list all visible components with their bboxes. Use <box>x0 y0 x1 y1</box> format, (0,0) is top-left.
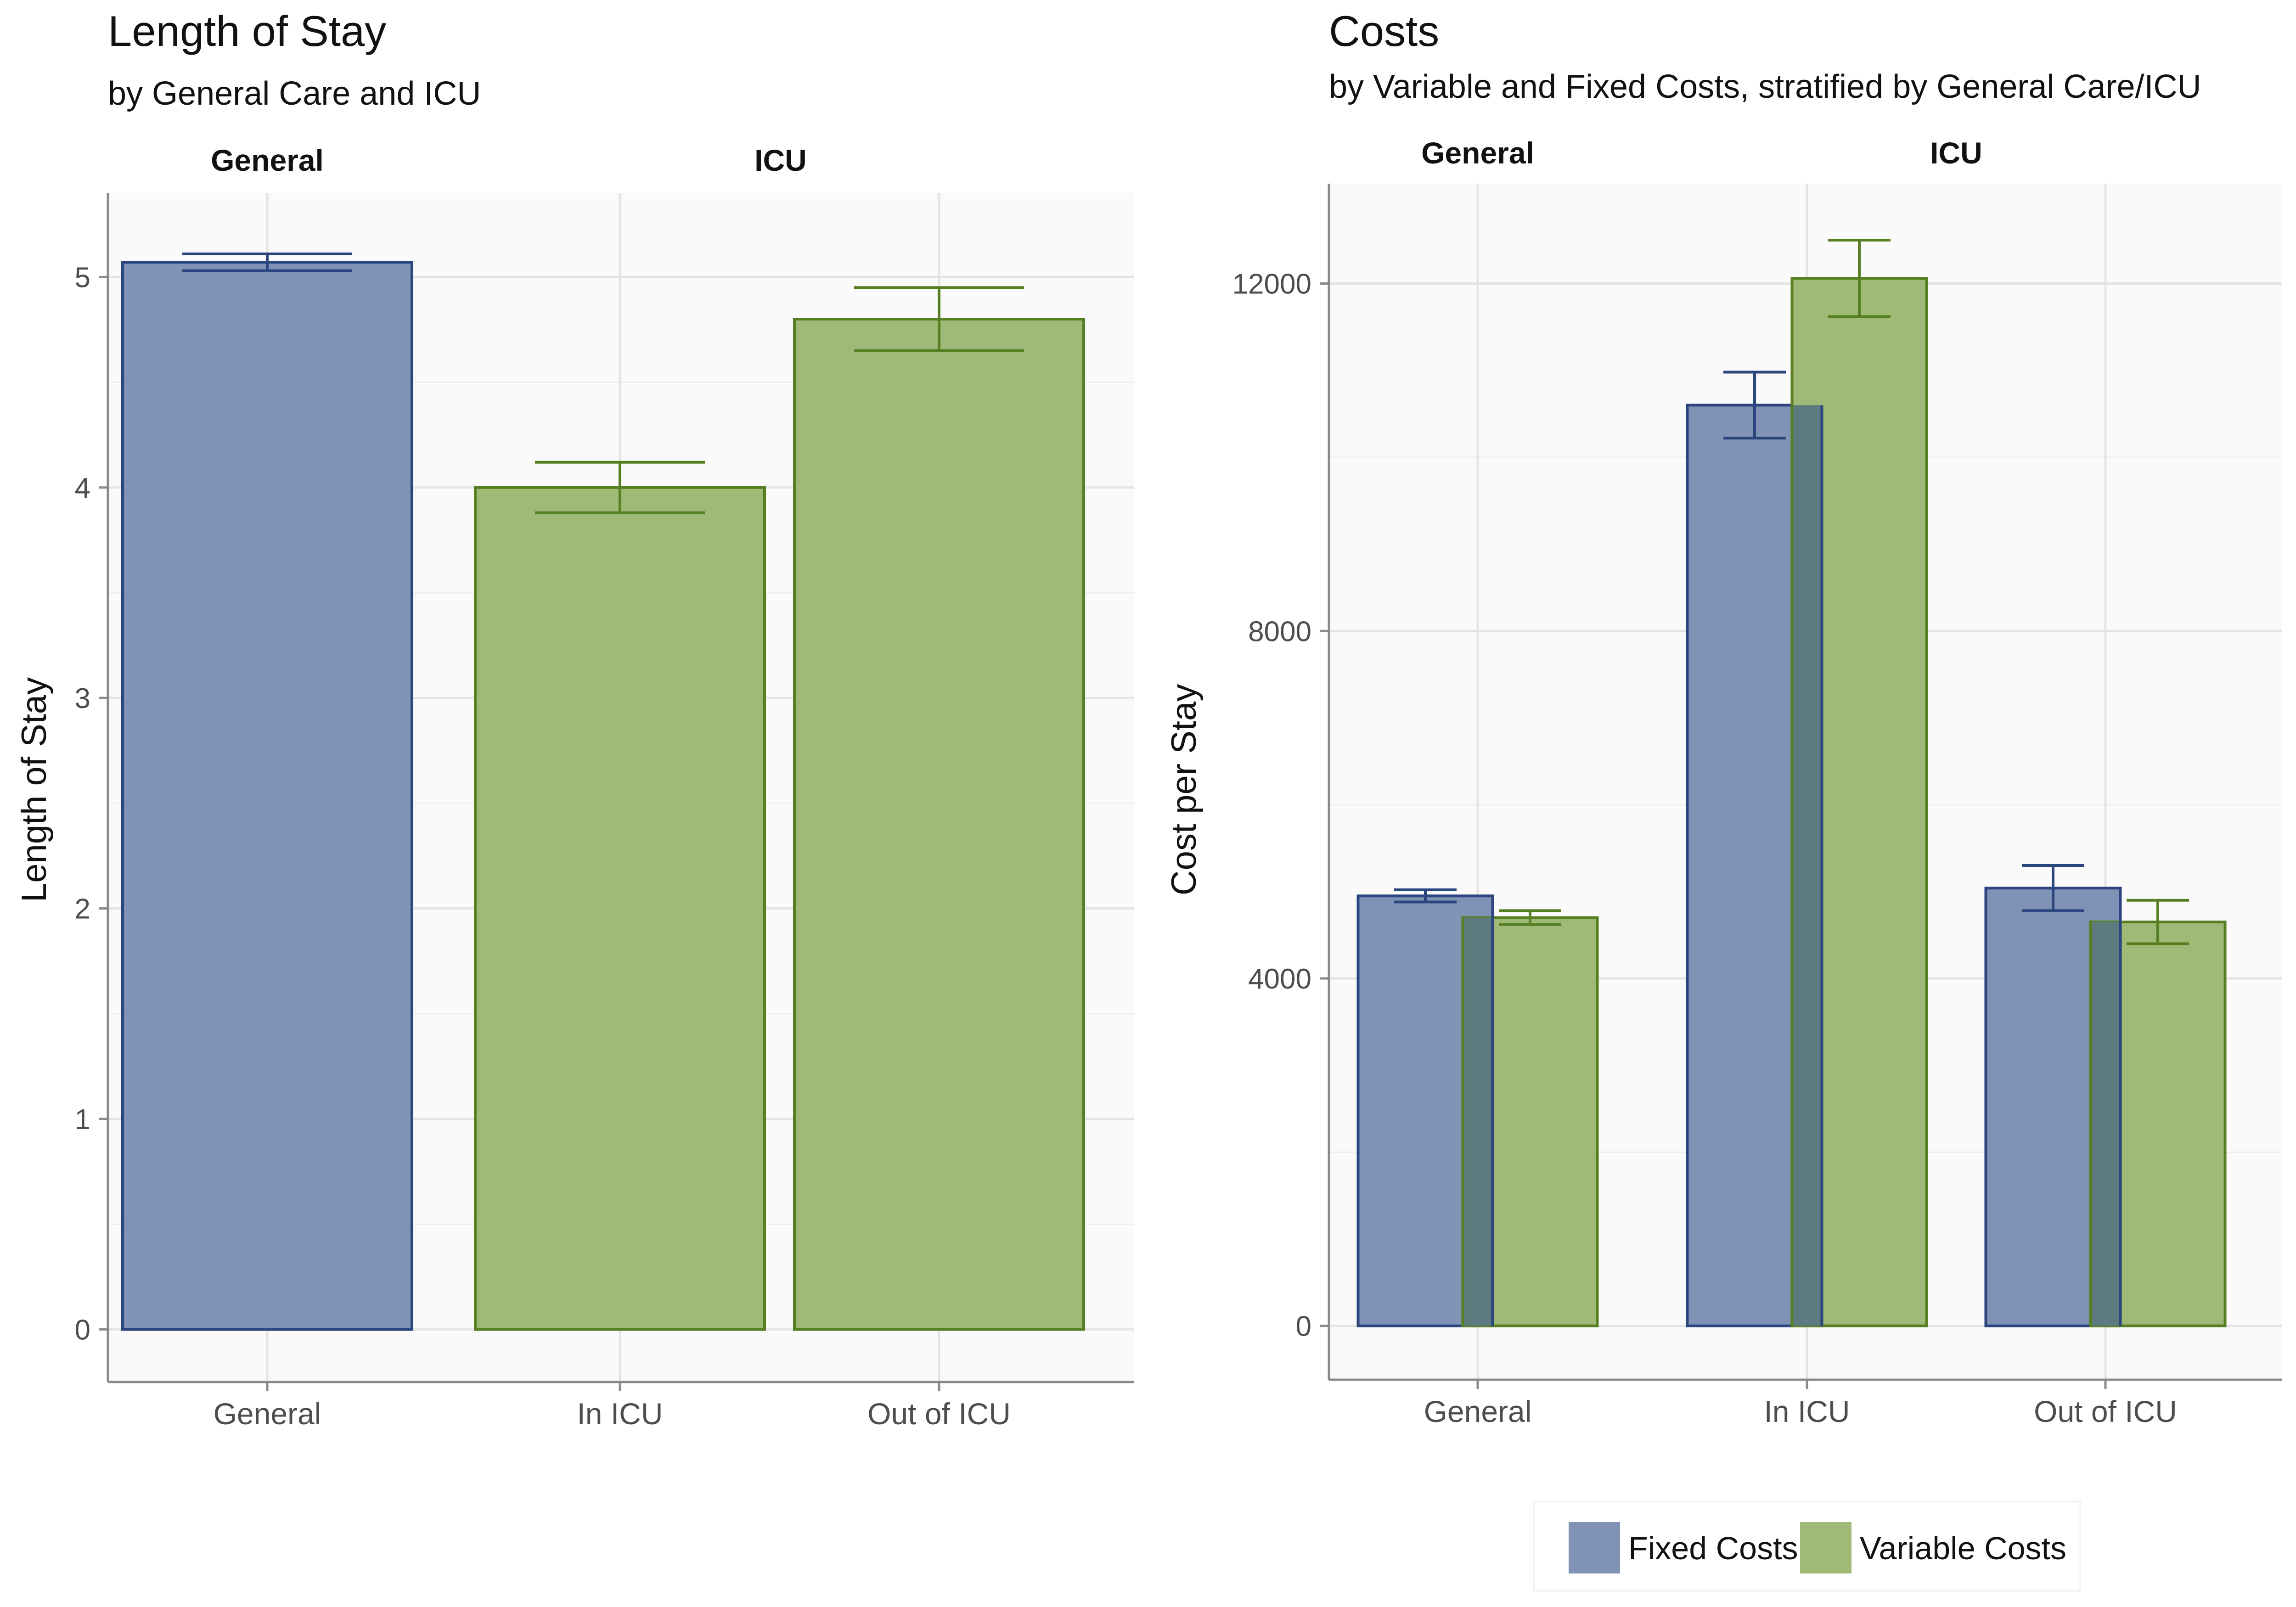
bar-overlap <box>1792 405 1822 1326</box>
bar-overlap <box>1463 917 1493 1326</box>
length-of-stay-chart: Length of Stay by General Care and ICU G… <box>15 7 1134 1431</box>
legend-label-fixed-costs: Fixed Costs <box>1628 1530 1798 1566</box>
y-tick-label: 0 <box>75 1314 90 1346</box>
bar <box>793 318 1085 1331</box>
y-tick-label: 1 <box>75 1104 90 1135</box>
legend: Fixed Costs Variable Costs <box>1533 1500 2081 1592</box>
x-tick-label: Out of ICU <box>867 1397 1011 1431</box>
facet-label-general: General <box>1421 136 1534 170</box>
chart-subtitle: by Variable and Fixed Costs, stratified … <box>1329 68 2201 105</box>
chart-title: Length of Stay <box>108 7 386 55</box>
chart-subtitle: by General Care and ICU <box>108 75 481 112</box>
bar <box>474 486 766 1331</box>
x-tick-label: General <box>214 1397 321 1431</box>
y-tick-label: 8000 <box>1248 616 1311 647</box>
bar-overlap <box>2090 922 2121 1326</box>
x-tick-label: In ICU <box>1764 1394 1850 1428</box>
y-tick-label: 12000 <box>1232 269 1311 300</box>
facet-label-general: General <box>211 143 324 177</box>
y-tick-label: 3 <box>75 683 90 714</box>
chart-title: Costs <box>1329 7 1439 55</box>
y-tick-label: 4 <box>75 472 90 504</box>
y-tick-label: 0 <box>1296 1311 1311 1343</box>
x-tick-label: General <box>1424 1394 1532 1428</box>
y-axis-label: Length of Stay <box>15 677 54 902</box>
plot-area: 0 1 2 3 4 5 General In ICU Out of ICU <box>75 193 1134 1431</box>
costs-chart: Costs by Variable and Fixed Costs, strat… <box>1165 7 2282 1592</box>
x-tick-label: In ICU <box>577 1397 663 1431</box>
facet-label-icu: ICU <box>1930 136 1982 170</box>
x-tick-label: Out of ICU <box>2034 1394 2177 1428</box>
y-axis-label: Cost per Stay <box>1165 684 1204 895</box>
y-tick-label: 2 <box>75 893 90 925</box>
legend-swatch-variable-costs <box>1800 1522 1851 1573</box>
bar <box>121 261 413 1331</box>
y-tick-label: 4000 <box>1248 963 1311 995</box>
facet-label-icu: ICU <box>754 143 807 177</box>
plot-area: 0 4000 8000 12000 General In ICU Out of ICU <box>1232 184 2282 1428</box>
y-tick-label: 5 <box>75 262 90 293</box>
legend-label-variable-costs: Variable Costs <box>1860 1530 2066 1566</box>
legend-swatch-fixed-costs <box>1569 1522 1620 1573</box>
